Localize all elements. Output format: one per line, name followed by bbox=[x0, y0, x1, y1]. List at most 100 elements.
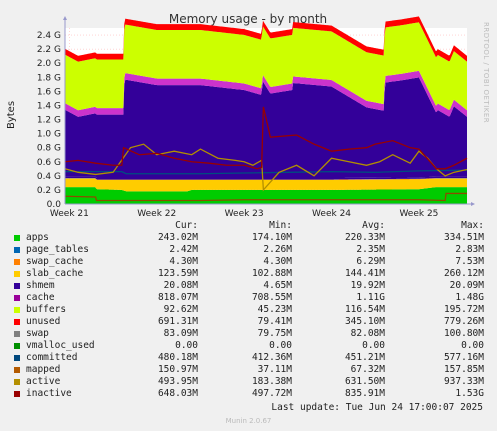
y-tick-label: 1.6 G bbox=[37, 87, 61, 97]
legend-avg: 6.29M bbox=[356, 256, 385, 267]
legend-min: 4.65M bbox=[263, 280, 292, 291]
legend-name: cache bbox=[26, 292, 55, 303]
legend-row-mapped: mapped 150.97M 37.11M 67.32M 157.85M bbox=[0, 364, 497, 376]
legend-row-apps: apps 243.02M 174.10M 220.33M 334.51M bbox=[0, 232, 497, 244]
legend-avg: 345.10M bbox=[344, 316, 385, 327]
legend-cur: 20.08M bbox=[163, 280, 198, 291]
legend-swatch bbox=[14, 379, 20, 385]
legend-cur: 648.03M bbox=[157, 388, 198, 399]
x-tick-label: Week 22 bbox=[137, 209, 176, 219]
legend-swatch bbox=[14, 307, 20, 313]
last-update: Last update: Tue Jun 24 17:00:07 2025 bbox=[271, 402, 483, 413]
legend-name: apps bbox=[26, 232, 49, 243]
chart-title: Memory usage - by month bbox=[169, 12, 327, 26]
legend-min: 102.88M bbox=[251, 268, 292, 279]
area-swap-cache bbox=[65, 178, 467, 181]
legend-row-active: active 493.95M 183.38M 631.50M 937.33M bbox=[0, 376, 497, 388]
legend-max: 334.51M bbox=[443, 232, 484, 243]
legend-rows: apps 243.02M 174.10M 220.33M 334.51M page_tab… bbox=[0, 232, 497, 400]
legend-cur: 83.09M bbox=[163, 328, 198, 339]
legend-header-cur: Cur: bbox=[175, 220, 198, 231]
legend-max: 937.33M bbox=[443, 376, 484, 387]
line-mapped bbox=[64, 192, 467, 202]
legend-name: swap bbox=[26, 328, 49, 339]
axes bbox=[63, 16, 475, 206]
y-axis-label: Bytes bbox=[6, 101, 17, 129]
legend-name: slab_cache bbox=[26, 268, 84, 279]
legend-name: active bbox=[26, 376, 61, 387]
legend-max: 1.48G bbox=[455, 292, 484, 303]
area-slab-cache bbox=[65, 178, 467, 192]
legend-row-inactive: inactive 648.03M 497.72M 835.91M 1.53G bbox=[0, 388, 497, 400]
legend-row-vmalloc-used: vmalloc_used 0.00 0.00 0.00 0.00 bbox=[0, 340, 497, 352]
legend-swatch bbox=[14, 271, 20, 277]
y-tick-label: 0.0 bbox=[47, 200, 62, 210]
legend-row-shmem: shmem 20.08M 4.65M 19.92M 20.09M bbox=[0, 280, 497, 292]
legend-max: 7.53M bbox=[455, 256, 484, 267]
legend-name: committed bbox=[26, 352, 78, 363]
legend-min: 79.75M bbox=[257, 328, 292, 339]
line-committed bbox=[65, 169, 468, 175]
legend-avg: 631.50M bbox=[344, 376, 385, 387]
stacked-areas bbox=[65, 16, 467, 204]
legend-max: 157.85M bbox=[443, 364, 484, 375]
legend-name: page_tables bbox=[26, 244, 89, 255]
legend-avg: 2.35M bbox=[356, 244, 385, 255]
legend-name: swap_cache bbox=[26, 256, 84, 267]
tick-labels: 0.0 0.2 G 0.4 G 0.6 G 0.8 G 1.0 G 1.2 G 1.4 G 1.… bbox=[37, 31, 439, 219]
rrdtool-watermark: RRDTOOL / TOBI OETIKER bbox=[482, 22, 490, 123]
legend-cur: 4.30M bbox=[169, 256, 198, 267]
legend-swatch bbox=[14, 295, 20, 301]
legend-min: 174.10M bbox=[251, 232, 292, 243]
legend-min: 45.23M bbox=[257, 304, 292, 315]
legend-swatch bbox=[14, 367, 20, 373]
legend-swatch bbox=[14, 235, 20, 241]
legend-min: 497.72M bbox=[251, 388, 292, 399]
y-tick-label: 2.0 G bbox=[37, 59, 61, 69]
legend-name: mapped bbox=[26, 364, 61, 375]
legend-max: 20.09M bbox=[449, 280, 484, 291]
legend-avg: 116.54M bbox=[344, 304, 385, 315]
legend-max: 100.80M bbox=[443, 328, 484, 339]
area-buffers bbox=[65, 70, 467, 117]
y-tick-label: 2.4 G bbox=[37, 31, 61, 41]
legend-min: 37.11M bbox=[257, 364, 292, 375]
legend-row-committed: committed 480.18M 412.36M 451.21M 577.16M bbox=[0, 352, 497, 364]
legend-min: 2.26M bbox=[263, 244, 292, 255]
legend-row-cache: cache 818.07M 708.55M 1.11G 1.48G bbox=[0, 292, 497, 304]
legend-cur: 480.18M bbox=[157, 352, 198, 363]
legend-row-buffers: buffers 92.62M 45.23M 116.54M 195.72M bbox=[0, 304, 497, 316]
y-tick-label: 1.8 G bbox=[37, 73, 61, 83]
legend-max: 260.12M bbox=[443, 268, 484, 279]
legend-min: 79.41M bbox=[257, 316, 292, 327]
legend-swatch bbox=[14, 343, 20, 349]
legend-cur: 150.97M bbox=[157, 364, 198, 375]
legend-max: 577.16M bbox=[443, 352, 484, 363]
legend-header-avg: Avg: bbox=[362, 220, 385, 231]
legend-cur: 123.59M bbox=[157, 268, 198, 279]
munin-version: Munin 2.0.67 bbox=[225, 417, 272, 425]
y-tick-label: 1.2 G bbox=[37, 116, 61, 126]
legend-swatch bbox=[14, 391, 20, 397]
y-tick-label: 2.2 G bbox=[37, 45, 61, 55]
legend-row-unused: unused 691.31M 79.41M 345.10M 779.26M bbox=[0, 316, 497, 328]
legend-swatch bbox=[14, 259, 20, 265]
legend-max: 195.72M bbox=[443, 304, 484, 315]
legend-header-min: Min: bbox=[269, 220, 292, 231]
area-swap bbox=[65, 16, 467, 62]
legend-min: 412.36M bbox=[251, 352, 292, 363]
line-inactive bbox=[64, 106, 468, 170]
legend-cur: 493.95M bbox=[157, 376, 198, 387]
legend-name: vmalloc_used bbox=[26, 340, 95, 351]
y-tick-label: 1.0 G bbox=[37, 130, 61, 140]
x-tick-label: Week 25 bbox=[399, 209, 438, 219]
legend-name: unused bbox=[26, 316, 61, 327]
legend-swatch bbox=[14, 283, 20, 289]
legend-min: 0.00 bbox=[269, 340, 292, 351]
legend-name: buffers bbox=[26, 304, 67, 315]
legend-max: 2.83M bbox=[455, 244, 484, 255]
x-tick-label: Week 24 bbox=[312, 209, 351, 219]
legend-row-page-tables: page_tables 2.42M 2.26M 2.35M 2.83M bbox=[0, 244, 497, 256]
legend-swatch bbox=[14, 331, 20, 337]
y-axis-arrow bbox=[63, 16, 67, 20]
